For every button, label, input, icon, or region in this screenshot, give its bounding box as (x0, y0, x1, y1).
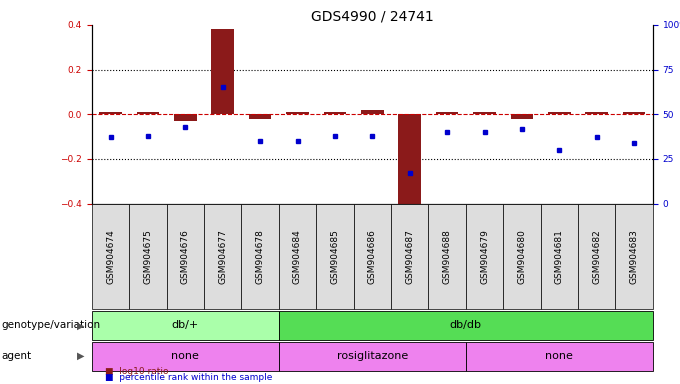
Text: GSM904675: GSM904675 (143, 229, 152, 284)
Bar (436, 112, 458, 114)
Text: GSM904679: GSM904679 (480, 229, 489, 284)
Text: ▶: ▶ (76, 320, 84, 331)
Bar (548, 112, 571, 114)
Text: GSM904684: GSM904684 (293, 229, 302, 284)
Text: none: none (171, 351, 199, 361)
Bar (99, 112, 122, 114)
Text: GSM904676: GSM904676 (181, 229, 190, 284)
Bar (286, 112, 309, 114)
Text: GSM904678: GSM904678 (256, 229, 265, 284)
Text: none: none (545, 351, 573, 361)
Bar (361, 110, 384, 114)
Text: GSM904688: GSM904688 (443, 229, 452, 284)
Text: ■  percentile rank within the sample: ■ percentile rank within the sample (105, 374, 273, 382)
Bar (398, 114, 421, 206)
Text: GSM904674: GSM904674 (106, 229, 115, 284)
Bar (249, 114, 271, 119)
Text: GSM904687: GSM904687 (405, 229, 414, 284)
Text: db/db: db/db (449, 320, 482, 331)
Bar (137, 112, 159, 114)
Bar (211, 30, 234, 114)
Text: GSM904683: GSM904683 (630, 229, 639, 284)
Text: GSM904682: GSM904682 (592, 229, 601, 284)
Text: db/+: db/+ (171, 320, 199, 331)
Text: GSM904677: GSM904677 (218, 229, 227, 284)
Text: GSM904686: GSM904686 (368, 229, 377, 284)
Text: genotype/variation: genotype/variation (1, 320, 101, 331)
Bar (324, 112, 346, 114)
Text: agent: agent (1, 351, 31, 361)
Bar (585, 112, 608, 114)
Text: GSM904681: GSM904681 (555, 229, 564, 284)
Bar (623, 112, 645, 114)
Bar (174, 114, 197, 121)
Title: GDS4990 / 24741: GDS4990 / 24741 (311, 10, 434, 24)
Text: GSM904685: GSM904685 (330, 229, 339, 284)
Text: GSM904680: GSM904680 (517, 229, 526, 284)
Bar (473, 112, 496, 114)
Text: ■  log10 ratio: ■ log10 ratio (105, 367, 169, 376)
Text: rosiglitazone: rosiglitazone (337, 351, 408, 361)
Text: ▶: ▶ (76, 351, 84, 361)
Bar (511, 114, 533, 119)
